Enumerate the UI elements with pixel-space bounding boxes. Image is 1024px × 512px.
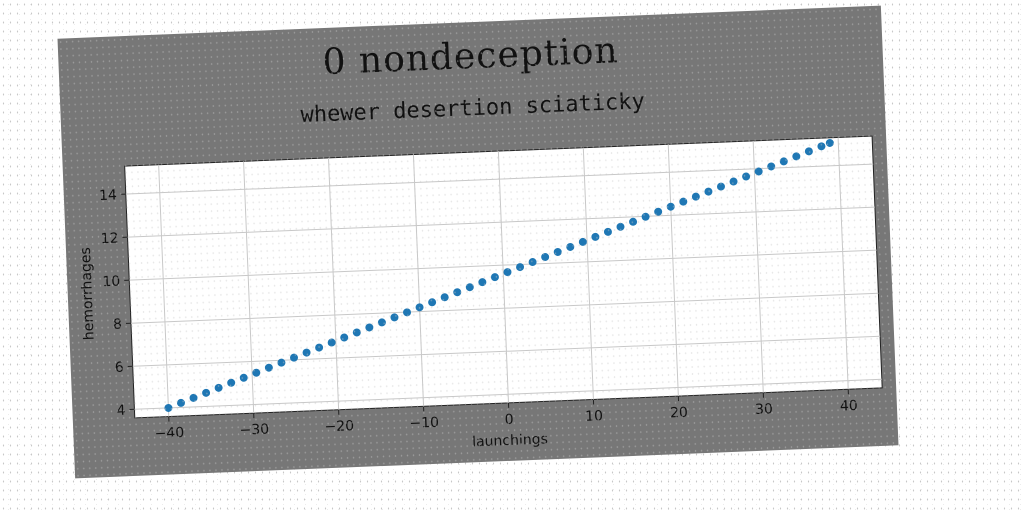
data-point	[302, 348, 311, 357]
x-gridline	[243, 161, 255, 414]
data-point	[465, 283, 474, 292]
data-point	[516, 263, 525, 272]
data-point	[390, 313, 399, 322]
data-point	[716, 182, 725, 191]
y-gridline	[125, 163, 874, 195]
x-tick-label: 40	[840, 398, 858, 415]
data-point	[729, 177, 738, 186]
y-gridline	[132, 335, 881, 367]
chart-card: 0 nondeception whewer desertion sciatick…	[57, 5, 899, 479]
x-tick-label: −20	[324, 418, 354, 435]
data-point	[453, 288, 462, 297]
x-gridline	[837, 137, 849, 390]
data-point	[779, 157, 788, 166]
data-point	[315, 343, 324, 352]
y-tick-label: 8	[113, 317, 123, 333]
data-point	[792, 152, 801, 161]
data-point	[754, 167, 763, 176]
y-tick-label: 14	[99, 187, 118, 204]
data-point	[641, 212, 650, 221]
y-tick-label: 12	[100, 231, 118, 248]
data-point	[679, 197, 688, 206]
data-point	[704, 187, 713, 196]
x-tick-label: 30	[755, 401, 773, 418]
data-point	[654, 207, 663, 216]
data-point	[189, 393, 198, 402]
data-point	[327, 338, 336, 347]
x-gridline	[752, 140, 764, 393]
data-point	[277, 358, 286, 367]
data-point	[202, 388, 211, 397]
data-point	[503, 268, 512, 277]
data-point	[164, 403, 173, 412]
data-point	[691, 192, 700, 201]
data-point	[352, 328, 361, 337]
data-point	[742, 172, 751, 181]
data-point	[289, 353, 298, 362]
x-gridline	[328, 157, 340, 410]
x-tick-label: −30	[239, 422, 269, 439]
data-point	[227, 378, 236, 387]
x-gridline	[582, 147, 594, 400]
y-gridline	[134, 378, 882, 410]
y-tick-label: 10	[102, 274, 120, 291]
data-point	[440, 293, 449, 302]
data-point	[541, 253, 550, 262]
data-point	[825, 138, 834, 147]
data-point	[377, 318, 386, 327]
data-point	[415, 303, 424, 312]
data-point	[428, 298, 437, 307]
x-tick-label: −10	[409, 415, 439, 432]
scatter-chart: −40 −30 −20 −10 0 10 20 30 40 4 6 8 10 12 14 launchings…	[78, 135, 883, 450]
x-tick-label: 20	[670, 405, 688, 422]
y-tick-label: 6	[115, 360, 125, 376]
data-point	[616, 222, 625, 231]
x-gridline	[158, 164, 170, 417]
data-point	[365, 323, 374, 332]
x-tick-label: 10	[585, 408, 603, 425]
x-tick-label: −40	[154, 425, 184, 442]
data-point	[478, 278, 487, 287]
data-point	[767, 162, 776, 171]
data-point	[214, 383, 223, 392]
data-point	[578, 237, 587, 246]
y-gridline	[127, 206, 875, 238]
data-point	[264, 363, 273, 372]
x-gridline	[412, 154, 425, 407]
data-point	[666, 202, 675, 211]
data-point	[566, 242, 575, 251]
data-point	[629, 217, 638, 226]
x-gridline	[497, 151, 509, 403]
data-point	[817, 142, 826, 151]
data-point	[340, 333, 349, 342]
data-point	[490, 273, 499, 282]
data-point	[804, 147, 813, 156]
y-gridline	[129, 249, 877, 281]
y-gridline	[130, 292, 879, 324]
y-axis-label: hemorrhages	[78, 247, 98, 341]
x-gridline	[667, 144, 679, 397]
data-point	[403, 308, 412, 317]
data-point	[528, 258, 537, 267]
data-point	[239, 373, 248, 382]
x-tick-label: 0	[504, 412, 514, 428]
data-point	[252, 368, 261, 377]
data-point	[553, 247, 562, 256]
y-tick-label: 4	[116, 403, 126, 419]
data-point	[176, 398, 185, 407]
data-point	[591, 232, 600, 241]
data-point	[603, 227, 612, 236]
x-axis-label: launchings	[472, 431, 548, 450]
